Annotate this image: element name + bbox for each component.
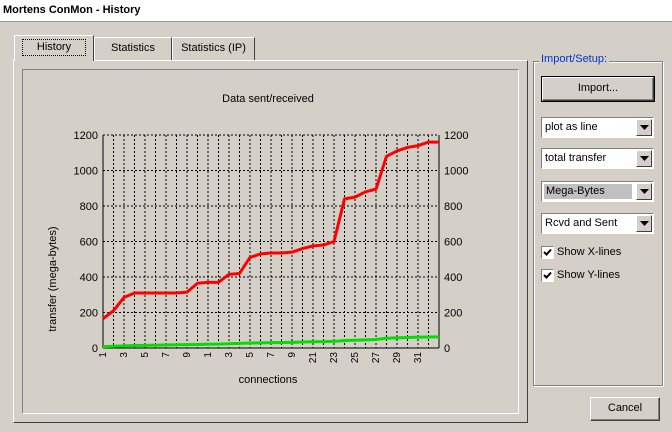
chart-frame	[22, 69, 519, 414]
x-tick-label: 27	[371, 352, 382, 364]
data-kind-value: total transfer	[545, 152, 607, 164]
x-tick-label: 31	[413, 352, 424, 364]
unit-select[interactable]: Mega-Bytes	[541, 181, 654, 202]
y-tick-label: 0	[92, 343, 98, 355]
chevron-down-icon	[640, 189, 649, 194]
plot-style-value: plot as line	[545, 121, 598, 133]
plot-style-select[interactable]: plot as line	[541, 117, 654, 138]
y-tick-label-right: 200	[444, 308, 462, 320]
y-tick-label: 200	[80, 308, 98, 320]
unit-dropdown-button[interactable]	[636, 183, 652, 200]
y-axis-label: transfer (mega-bytes)	[47, 226, 59, 331]
data-kind-dropdown-button[interactable]	[636, 150, 652, 167]
tab-history-label: History	[21, 39, 87, 56]
tab-statistics-ip-label: Statistics (IP)	[181, 42, 246, 54]
y-tick-label-right: 1000	[444, 166, 468, 178]
y-tick-label: 600	[80, 237, 98, 249]
chart-title: Data sent/received	[222, 93, 314, 105]
import-setup-legend: Import/Setup:	[539, 53, 610, 65]
y-tick-label-right: 600	[444, 237, 462, 249]
x-tick-label: 5	[140, 352, 151, 358]
x-tick-label: 9	[182, 352, 193, 358]
x-tick-label: 7	[266, 352, 277, 358]
x-tick-label: 23	[329, 352, 340, 364]
y-tick-label-right: 800	[444, 201, 462, 213]
x-tick-label: 21	[308, 352, 319, 364]
show-y-lines-checkbox[interactable]: Show Y-lines	[541, 269, 651, 283]
x-tick-label: 29	[392, 352, 403, 364]
y-tick-label: 800	[80, 201, 98, 213]
tab-statistics[interactable]: Statistics	[94, 37, 172, 60]
x-axis-label: connections	[239, 374, 298, 386]
import-button[interactable]: Import...	[541, 76, 655, 102]
data-kind-select[interactable]: total transfer	[541, 148, 654, 169]
x-tick-label: 9	[287, 352, 298, 358]
direction-dropdown-button[interactable]	[636, 215, 652, 232]
y-tick-label-right: 400	[444, 272, 462, 284]
x-tick-label: 25	[350, 352, 361, 364]
tab-statistics-label: Statistics	[110, 42, 155, 54]
series-line-2	[102, 335, 440, 349]
direction-select[interactable]: Rcvd and Sent	[541, 213, 654, 234]
tab-history[interactable]: History	[14, 35, 94, 61]
x-tick-label: 1	[203, 352, 214, 358]
chevron-down-icon	[640, 125, 649, 130]
unit-value: Mega-Bytes	[544, 184, 632, 199]
checkmark-icon	[543, 271, 552, 279]
show-x-lines-checkbox[interactable]: Show X-lines	[541, 246, 651, 260]
chart-series	[102, 140, 440, 349]
plot-style-dropdown-button[interactable]	[636, 119, 652, 136]
import-button-label: Import...	[577, 82, 619, 94]
x-tick-label: 3	[119, 352, 130, 358]
show-y-lines-label: Show Y-lines	[557, 269, 620, 281]
x-tick-label: 7	[161, 352, 172, 358]
checkmark-icon	[543, 248, 552, 256]
y-tick-label-right: 1200	[444, 130, 468, 142]
show-x-lines-box[interactable]	[541, 246, 554, 259]
cancel-button-label: Cancel	[607, 402, 643, 414]
chevron-down-icon	[640, 221, 649, 226]
title-separator	[0, 21, 672, 22]
window-title: Mortens ConMon - History	[0, 0, 672, 21]
x-tick-label: 5	[245, 352, 256, 358]
series-line-1	[102, 140, 439, 320]
direction-value: Rcvd and Sent	[545, 217, 618, 229]
show-x-lines-label: Show X-lines	[557, 246, 622, 258]
chevron-down-icon	[640, 156, 649, 161]
y-tick-label-right: 0	[444, 343, 450, 355]
history-chart: Data sent/received 0 0 200 200 400 400 600 600 8…	[23, 70, 518, 413]
x-tick-label: 3	[224, 352, 235, 358]
y-tick-label: 1000	[74, 166, 98, 178]
history-tab-panel	[13, 60, 528, 423]
y-tick-label: 400	[80, 272, 98, 284]
show-y-lines-box[interactable]	[541, 269, 554, 282]
cancel-button[interactable]: Cancel	[590, 397, 660, 421]
y-tick-label: 1200	[74, 130, 98, 142]
x-tick-label: 1	[98, 352, 109, 358]
tab-statistics-ip[interactable]: Statistics (IP)	[172, 37, 255, 60]
